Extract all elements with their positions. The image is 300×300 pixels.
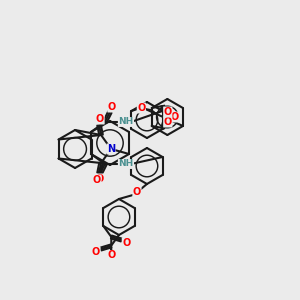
Text: O: O — [96, 174, 104, 184]
Text: O: O — [164, 107, 172, 117]
Text: O: O — [96, 114, 104, 124]
Text: NH: NH — [118, 160, 134, 169]
Text: O: O — [122, 238, 130, 248]
Text: O: O — [108, 102, 116, 112]
Text: O: O — [92, 247, 100, 257]
Text: O: O — [107, 250, 115, 260]
Text: O: O — [164, 117, 172, 127]
Text: NH: NH — [118, 118, 134, 127]
Text: O: O — [93, 175, 101, 185]
Text: O: O — [171, 112, 179, 122]
Text: N: N — [107, 144, 115, 154]
Text: O: O — [133, 187, 141, 197]
Text: O: O — [137, 103, 146, 113]
